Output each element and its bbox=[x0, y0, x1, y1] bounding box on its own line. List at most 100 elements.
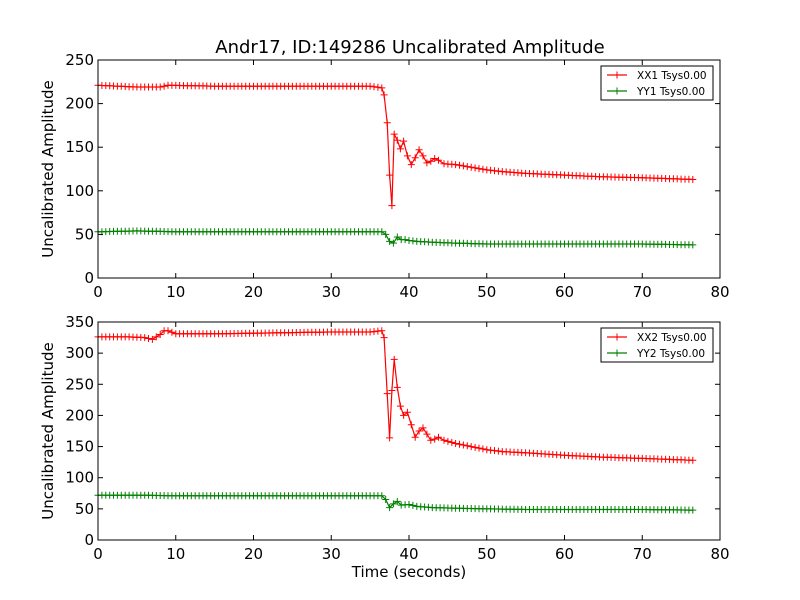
data-point-marker bbox=[374, 83, 382, 91]
y-tick-label: 50 bbox=[75, 500, 94, 518]
data-point-marker bbox=[378, 84, 386, 92]
x-axis-label: Time (seconds) bbox=[351, 563, 467, 581]
legend-marker bbox=[613, 333, 621, 341]
data-point-marker bbox=[444, 437, 452, 445]
chart-title: Andr17, ID:149286 Uncalibrated Amplitude bbox=[215, 37, 604, 58]
data-point-marker bbox=[463, 442, 471, 450]
y-tick-label: 300 bbox=[65, 344, 94, 362]
data-point-marker bbox=[383, 390, 391, 398]
x-tick-label: 20 bbox=[244, 545, 263, 563]
legend-marker bbox=[613, 71, 621, 79]
y-tick-label: 150 bbox=[65, 138, 94, 156]
series-yy2 bbox=[94, 491, 697, 514]
data-point-marker bbox=[403, 408, 411, 416]
x-tick-label: 0 bbox=[93, 283, 103, 301]
upper-amplitude-plot: 0 10 20 30 40 50 60 70 80 0 50 100 150 200 250 Uncalibr… bbox=[39, 51, 730, 301]
x-tick-label: 40 bbox=[399, 545, 418, 563]
data-point-marker bbox=[411, 433, 419, 441]
data-point-marker bbox=[390, 130, 398, 138]
data-point-marker bbox=[456, 440, 463, 448]
data-point-marker bbox=[467, 163, 475, 171]
data-point-marker bbox=[431, 155, 439, 162]
data-point-marker bbox=[471, 164, 479, 172]
x-tick-label: 0 bbox=[93, 545, 103, 563]
data-point-marker bbox=[448, 438, 456, 446]
legend-label: YY1 Tsys0.00 bbox=[636, 86, 705, 98]
y-axis-label: Uncalibrated Amplitude bbox=[39, 80, 57, 257]
data-point-marker bbox=[388, 202, 396, 210]
y-tick-label: 350 bbox=[65, 313, 94, 331]
data-point-marker bbox=[459, 441, 467, 449]
data-point-marker bbox=[435, 433, 442, 441]
legend-marker bbox=[613, 87, 621, 95]
y-tick-label: 250 bbox=[65, 375, 94, 393]
data-point-marker bbox=[393, 383, 401, 391]
series-yy1 bbox=[94, 227, 697, 249]
data-point-marker bbox=[423, 159, 431, 167]
data-point-marker bbox=[160, 82, 168, 90]
data-point-marker bbox=[427, 436, 435, 444]
y-tick-label: 200 bbox=[65, 95, 94, 113]
data-point-marker bbox=[415, 427, 423, 435]
legend-label: YY2 Tsys0.00 bbox=[636, 348, 705, 360]
x-tick-label: 70 bbox=[633, 283, 652, 301]
data-point-marker bbox=[378, 228, 386, 236]
x-tick-label: 30 bbox=[322, 283, 341, 301]
data-point-marker bbox=[689, 506, 697, 514]
data-point-marker bbox=[475, 165, 483, 173]
x-tick-label: 10 bbox=[166, 283, 185, 301]
data-point-marker bbox=[400, 137, 408, 145]
data-point-marker bbox=[393, 136, 401, 144]
data-point-marker bbox=[378, 492, 386, 500]
y-axis-label: Uncalibrated Amplitude bbox=[39, 342, 57, 519]
data-point-marker bbox=[145, 335, 152, 342]
legend-marker bbox=[613, 349, 621, 357]
x-tick-label: 60 bbox=[555, 283, 574, 301]
x-tick-label: 70 bbox=[633, 545, 652, 563]
x-tick-label: 50 bbox=[477, 283, 496, 301]
legend: XX2 Tsys0.00 YY2 Tsys0.00 bbox=[600, 327, 714, 363]
data-point-marker bbox=[380, 91, 388, 99]
data-point-marker bbox=[452, 440, 460, 447]
y-tick-label: 100 bbox=[65, 182, 94, 200]
series-line bbox=[97, 84, 693, 206]
data-point-marker bbox=[396, 145, 404, 153]
y-tick-label: 0 bbox=[84, 531, 94, 549]
data-point-marker bbox=[435, 156, 442, 164]
legend-box bbox=[600, 327, 714, 363]
data-point-marker bbox=[400, 411, 408, 419]
data-point-marker bbox=[396, 402, 404, 410]
data-point-marker bbox=[382, 496, 390, 503]
y-tick-label: 50 bbox=[75, 225, 94, 243]
data-point-marker bbox=[403, 152, 411, 160]
data-point-marker bbox=[440, 436, 448, 444]
data-point-marker bbox=[386, 171, 394, 179]
data-point-marker bbox=[383, 119, 391, 127]
data-point-marker bbox=[370, 83, 378, 91]
data-point-marker bbox=[380, 334, 388, 342]
data-point-marker bbox=[393, 497, 401, 505]
data-point-marker bbox=[164, 327, 172, 335]
data-point-marker bbox=[475, 444, 483, 452]
data-point-marker bbox=[452, 161, 460, 169]
data-point-marker bbox=[431, 435, 439, 443]
data-point-marker bbox=[411, 154, 419, 162]
legend-box bbox=[600, 65, 714, 101]
data-point-marker bbox=[689, 241, 697, 249]
data-point-marker bbox=[152, 333, 160, 341]
data-point-marker bbox=[405, 501, 413, 508]
y-tick-label: 200 bbox=[65, 406, 94, 424]
y-tick-label: 100 bbox=[65, 469, 94, 487]
data-point-marker bbox=[141, 334, 149, 342]
data-point-marker bbox=[156, 83, 164, 91]
data-point-marker bbox=[401, 236, 409, 244]
x-tick-label: 10 bbox=[166, 545, 185, 563]
x-tick-label: 80 bbox=[710, 545, 729, 563]
x-tick-label: 40 bbox=[399, 283, 418, 301]
data-point-marker bbox=[378, 327, 386, 335]
legend-label: XX1 Tsys0.00 bbox=[637, 70, 707, 82]
data-point-marker bbox=[423, 430, 431, 438]
series-xx1 bbox=[94, 81, 697, 210]
data-point-marker bbox=[479, 165, 487, 173]
x-tick-label: 30 bbox=[322, 545, 341, 563]
